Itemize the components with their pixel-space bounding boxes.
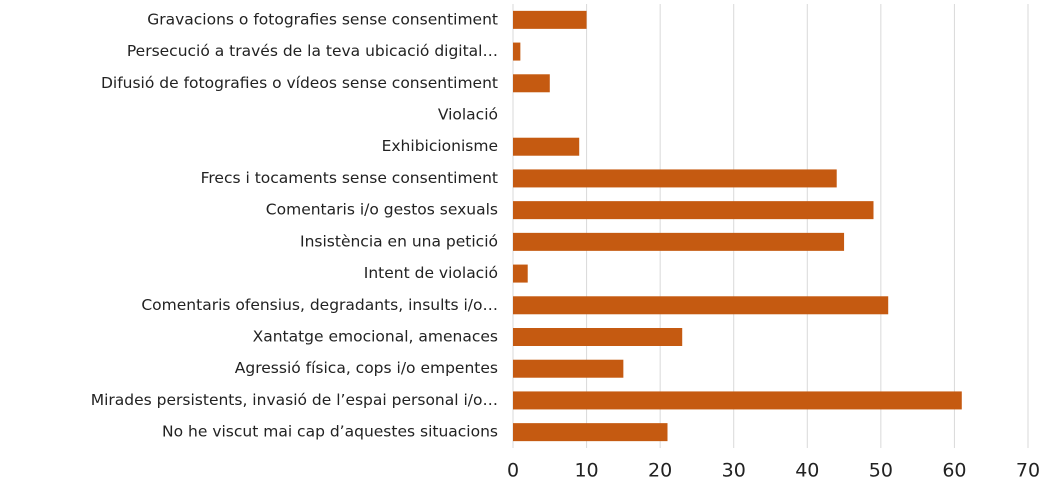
y-tick-label: Exhibicionisme [382,137,498,155]
x-tick-label: 0 [507,460,519,482]
bar [513,137,580,156]
y-tick-label: Intent de violació [364,264,498,282]
y-tick-label: Difusió de fotografies o vídeos sense co… [101,74,498,92]
x-tick-label: 50 [869,460,893,482]
bar [513,201,874,220]
x-tick-label: 70 [1016,460,1040,482]
bar [513,232,845,251]
bar [513,391,962,410]
x-tick-label: 40 [795,460,819,482]
y-tick-label: Xantatge emocional, amenaces [253,328,498,346]
bar [513,328,683,346]
bar [513,264,528,283]
y-tick-label: Gravacions o fotografies sense consentim… [147,10,498,28]
y-tick-label: Comentaris i/o gestos sexuals [266,201,498,219]
y-tick-label: Comentaris ofensius, degradants, insults… [141,296,498,314]
bar [513,296,889,315]
y-tick-label: Violació [438,106,498,124]
x-tick-label: 30 [722,460,746,482]
bar [513,169,837,188]
bar [513,359,624,378]
bar [513,42,521,61]
bar [513,74,550,93]
bar [513,10,587,29]
y-tick-label: No he viscut mai cap d’aquestes situacio… [162,423,498,441]
x-tick-label: 20 [648,460,672,482]
x-tick-label: 10 [574,460,598,482]
x-tick-label: 60 [942,460,966,482]
y-tick-label: Persecució a través de la teva ubicació … [127,42,498,60]
bar [513,423,668,442]
y-tick-label: Frecs i tocaments sense consentiment [201,169,498,187]
y-tick-label: Agressió física, cops i/o empentes [235,359,498,377]
y-tick-label: Mirades persistents, invasió de l’espai … [91,391,498,409]
y-tick-label: Insistència en una petició [300,232,498,250]
